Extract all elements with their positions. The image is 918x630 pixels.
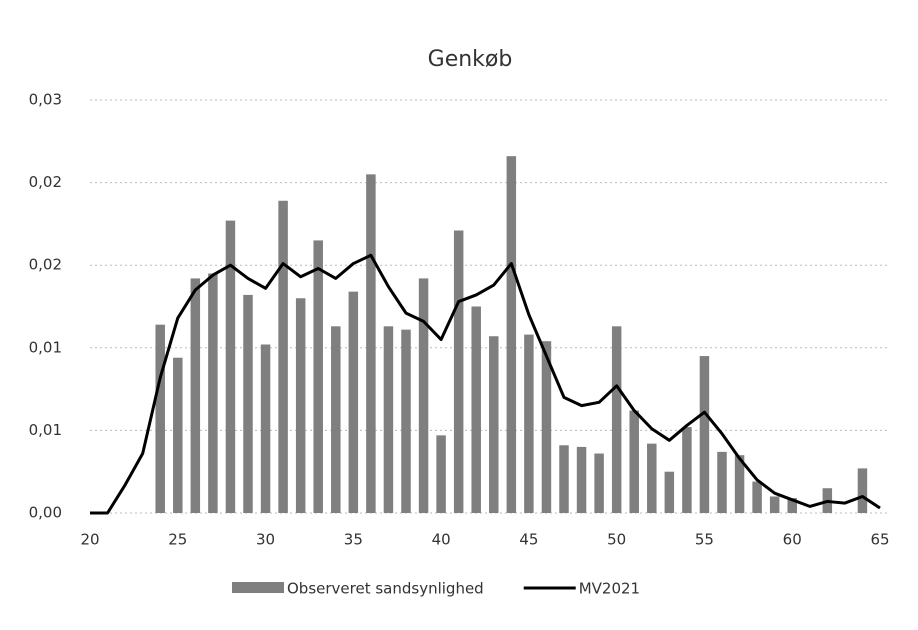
bar bbox=[260, 344, 271, 513]
x-tick-label: 20 bbox=[80, 531, 99, 549]
line bbox=[90, 253, 881, 515]
bar bbox=[471, 306, 481, 513]
bar bbox=[313, 240, 323, 514]
x-tick-label: 65 bbox=[870, 531, 889, 549]
bar bbox=[278, 200, 288, 513]
bar bbox=[857, 468, 868, 513]
x-tick-label: 40 bbox=[432, 531, 451, 549]
bar bbox=[155, 324, 165, 513]
bar bbox=[629, 410, 639, 513]
bar bbox=[506, 156, 517, 513]
bar bbox=[752, 481, 762, 513]
bar bbox=[734, 455, 745, 513]
bar bbox=[541, 341, 552, 513]
x-tick-label: 35 bbox=[344, 531, 363, 549]
bar bbox=[594, 453, 604, 513]
bar bbox=[366, 174, 376, 513]
bar bbox=[787, 498, 797, 513]
bar bbox=[190, 278, 201, 513]
bar bbox=[173, 357, 183, 513]
x-tick-label: 25 bbox=[168, 531, 187, 549]
y-tick-label: 0,02 bbox=[29, 173, 62, 191]
legend-label: Observeret sandsynlighed bbox=[287, 580, 484, 598]
bar bbox=[453, 230, 464, 513]
bar bbox=[436, 435, 446, 513]
bar bbox=[401, 329, 411, 513]
x-tick-label: 55 bbox=[695, 531, 714, 549]
bar bbox=[225, 220, 236, 513]
bar bbox=[717, 451, 727, 513]
bar bbox=[576, 446, 587, 513]
x-tick-label: 45 bbox=[519, 531, 538, 549]
bar bbox=[243, 294, 253, 513]
bar bbox=[664, 471, 675, 513]
bar bbox=[383, 326, 394, 513]
y-tick-label: 0,01 bbox=[29, 338, 62, 356]
y-tick-label: 0,00 bbox=[29, 504, 62, 522]
bar bbox=[348, 291, 359, 513]
bar bbox=[418, 278, 429, 513]
bar bbox=[208, 273, 218, 513]
bar bbox=[489, 336, 499, 513]
chart-title: Genkøb bbox=[428, 47, 513, 72]
bar bbox=[682, 427, 692, 513]
bar bbox=[699, 356, 710, 513]
bar bbox=[647, 443, 657, 513]
bar bbox=[295, 298, 306, 513]
bar bbox=[769, 496, 780, 513]
y-tick-label: 0,03 bbox=[29, 91, 62, 109]
legend-label: MV2021 bbox=[579, 580, 640, 598]
bar bbox=[331, 326, 341, 513]
x-tick-label: 30 bbox=[256, 531, 275, 549]
y-tick-label: 0,01 bbox=[29, 421, 62, 439]
bar bbox=[611, 326, 622, 513]
legend-swatch bbox=[232, 582, 284, 593]
bar bbox=[524, 334, 534, 513]
bar bbox=[559, 445, 569, 513]
x-tick-label: 50 bbox=[607, 531, 626, 549]
x-tick-label: 60 bbox=[783, 531, 802, 549]
y-tick-label: 0,02 bbox=[29, 256, 62, 274]
